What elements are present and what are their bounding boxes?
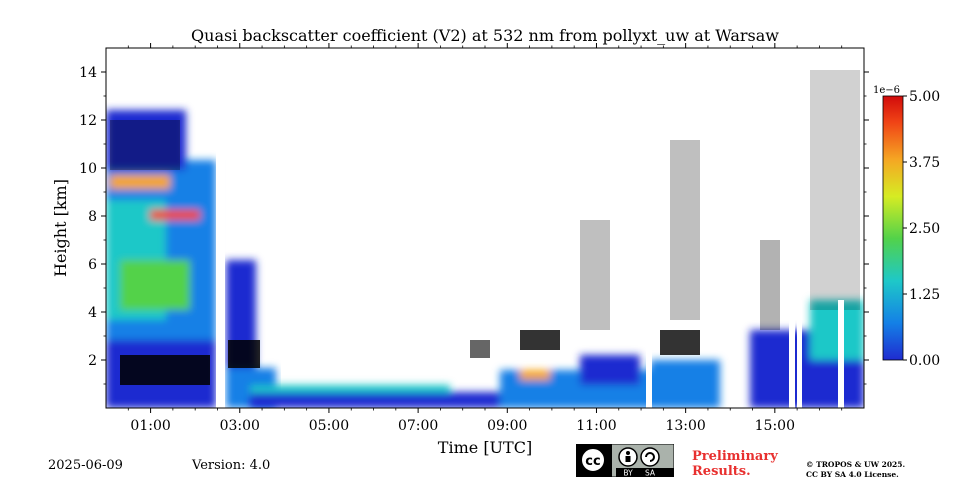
by-label: BY — [623, 469, 633, 478]
x-tick-label-3: 07:00 — [398, 418, 438, 434]
y-tick-label-0: 2 — [88, 353, 97, 369]
y-tick-label-3: 8 — [88, 209, 97, 225]
x-tick-label-2: 05:00 — [309, 418, 349, 434]
x-tick-label-4: 09:00 — [487, 418, 527, 434]
sa-label: SA — [645, 469, 656, 478]
y-axis: 2 4 6 8 10 12 14 — [79, 65, 869, 385]
x-axis-label: Time [UTC] — [438, 438, 532, 457]
colorbar-tick-label-1: 1.25 — [909, 287, 940, 303]
x-tick-label-5: 11:00 — [576, 418, 616, 434]
copyright-notice: © TROPOS & UW 2025. CC BY SA 4.0 License… — [806, 460, 905, 480]
colorbar-tick-label-4: 5.00 — [909, 89, 940, 105]
preliminary-notice: Preliminary Results. — [692, 449, 778, 479]
colorbar-exponent: 1e−6 — [873, 85, 900, 96]
y-tick-label-5: 12 — [79, 113, 97, 129]
cc-icon-text: cc — [585, 454, 600, 469]
x-tick-label-6: 13:00 — [665, 418, 705, 434]
x-tick-label-7: 15:00 — [755, 418, 795, 434]
colorbar-tick-label-0: 0.00 — [909, 353, 940, 369]
y-axis-label: Height [km] — [51, 179, 70, 277]
copyright-line1: © TROPOS & UW 2025. — [806, 460, 906, 469]
colorbar — [882, 95, 904, 361]
x-axis: 01:00 03:00 05:00 07:00 09:00 11:00 13:00 15:00 — [127, 43, 843, 434]
colorbar-ticks: 0.00 1.25 2.50 3.75 5.00 — [903, 89, 940, 369]
colorbar-tick-label-2: 2.50 — [909, 221, 940, 237]
heatmap-area — [106, 48, 864, 408]
y-tick-label-1: 4 — [88, 305, 97, 321]
preliminary-line1: Preliminary — [692, 449, 778, 464]
preliminary-line2: Results. — [692, 464, 751, 479]
x-tick-label-0: 01:00 — [130, 418, 170, 434]
copyright-line2: CC BY SA 4.0 License. — [806, 470, 899, 479]
y-tick-label-6: 14 — [79, 65, 97, 81]
y-tick-label-2: 6 — [88, 257, 97, 273]
footer-date: 2025-06-09 — [48, 458, 123, 473]
cc-icon — [580, 447, 606, 473]
chart-title: Quasi backscatter coefficient (V2) at 53… — [191, 26, 779, 45]
colorbar-tick-label-3: 3.75 — [909, 155, 940, 171]
y-tick-label-4: 10 — [79, 161, 97, 177]
x-tick-label-1: 03:00 — [220, 418, 260, 434]
share-alike-icon — [640, 447, 660, 467]
cc-license-badge[interactable]: cc BY SA — [576, 444, 674, 477]
footer-version: Version: 4.0 — [192, 458, 271, 473]
